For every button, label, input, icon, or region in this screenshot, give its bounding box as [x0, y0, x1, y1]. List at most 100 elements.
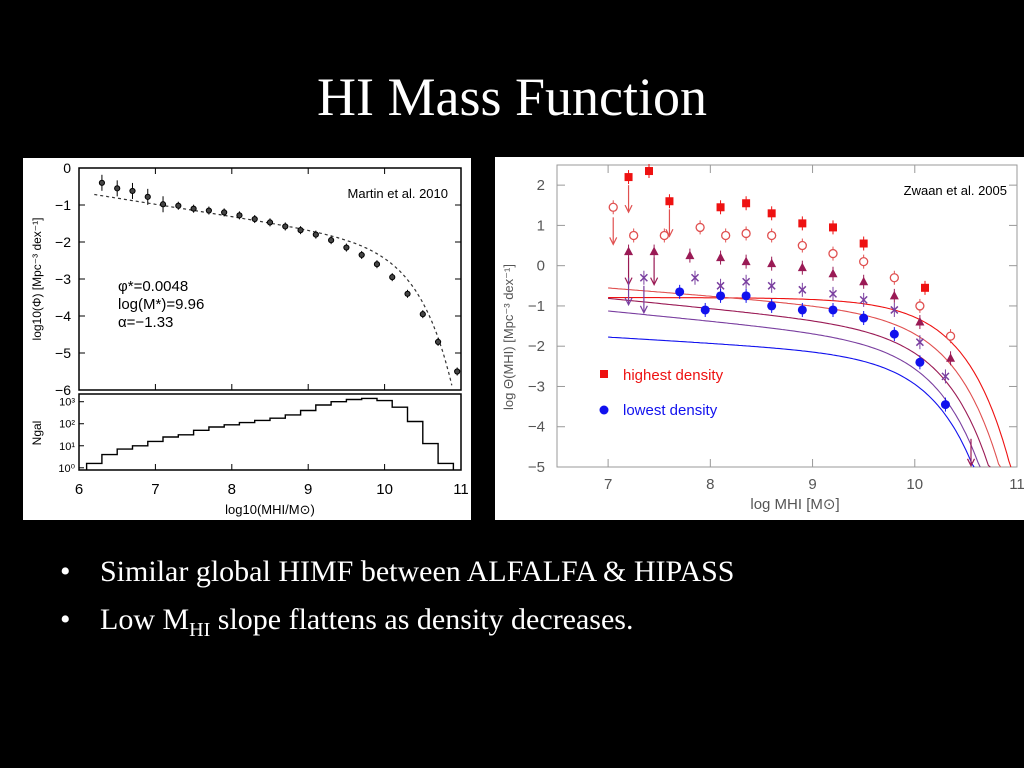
data-point [940, 400, 950, 410]
data-point [649, 246, 659, 256]
x-tick-label: 6 [75, 481, 83, 498]
fit-line [608, 336, 975, 468]
data-point [343, 244, 350, 251]
data-point [389, 274, 396, 281]
data-point [716, 203, 725, 212]
legend-label: highest density [623, 367, 724, 384]
y-tick-label: −5 [528, 459, 545, 476]
data-point [98, 179, 106, 186]
fit-line [608, 310, 981, 468]
data-point [741, 291, 751, 301]
legend-marker-lowest [599, 405, 609, 415]
data-point [859, 256, 869, 267]
martin-himf-figure: 6 7 8 9 10 11 0 −1 −2 −3 −4 −5 −6 log10(Φ) [Mpc⁻³ dex… [23, 158, 471, 520]
histogram-bars [85, 397, 455, 471]
data-point [675, 287, 685, 297]
x-tick-label: 8 [706, 476, 714, 493]
fit-line [608, 297, 991, 468]
data-point [716, 252, 726, 262]
data-point [328, 237, 335, 244]
upper-limit-arrowhead [665, 229, 674, 238]
fit-parameter-label: φ*=0.0048 [118, 278, 188, 295]
y-tick-label: 0 [63, 160, 71, 176]
data-point [690, 273, 700, 282]
bullet-text: Similar global HIMF between ALFALFA & HI… [100, 555, 735, 588]
bullet-item: • Similar global HIMF between ALFALFA & … [60, 548, 1000, 596]
data-point [915, 357, 925, 367]
data-point [941, 372, 950, 381]
y-tick-label: −1 [55, 197, 71, 213]
bullet-text-prefix: Low M [100, 603, 190, 636]
y-tick-label: 0 [537, 258, 545, 275]
data-point [221, 209, 228, 216]
data-point [889, 273, 899, 283]
data-point [859, 313, 869, 323]
data-point [767, 230, 777, 241]
data-point [915, 338, 924, 347]
y-tick-label: −2 [528, 338, 545, 355]
y-tick-label: 10¹ [59, 441, 75, 453]
data-point [829, 223, 837, 232]
zwaan-himf-figure: 7 8 9 10 11 2 1 0 −1 −2 −3 −4 −5 log MHI [M⊙] log Θ(MH… [495, 157, 1024, 520]
data-point [716, 291, 726, 301]
y-tick-label: −3 [528, 378, 545, 395]
y-tick-label: −3 [55, 271, 71, 287]
data-point [767, 281, 776, 290]
plot-frame [556, 164, 1018, 468]
data-point [721, 230, 731, 241]
data-point [798, 285, 807, 294]
data-point [624, 246, 634, 256]
citation-label: Zwaan et al. 2005 [904, 183, 1007, 198]
data-point [797, 240, 807, 251]
x-axis-label: log10(MHI/M⊙) [225, 502, 315, 517]
data-point [741, 256, 751, 266]
upper-limit-arrowhead [624, 297, 633, 307]
data-point [282, 223, 289, 230]
data-point [373, 261, 381, 268]
x-tick-label: 8 [228, 481, 236, 498]
upper-limit-arrowhead [966, 458, 976, 468]
data-point [695, 222, 705, 233]
data-point [741, 228, 751, 239]
y-tick-label: 10³ [59, 397, 75, 409]
data-point [251, 215, 258, 223]
y-tick-label: −5 [55, 345, 71, 361]
data-point [659, 230, 669, 241]
fit-line [608, 297, 1012, 468]
y-tick-label: −2 [55, 234, 71, 250]
data-point [742, 277, 751, 286]
data-point [716, 281, 725, 290]
data-point [236, 212, 243, 219]
y-tick-label: −1 [528, 298, 545, 315]
citation-label: Martin et al. 2010 [348, 186, 448, 201]
data-point [358, 251, 365, 259]
data-point [312, 231, 319, 238]
data-point [114, 185, 121, 192]
upper-limit-arrowhead [624, 204, 633, 214]
legend-label: lowest density [623, 402, 718, 419]
x-tick-label: 7 [151, 481, 159, 498]
y-tick-label: 2 [537, 177, 545, 194]
data-point [205, 207, 212, 214]
y-axis-label: Ngal [30, 421, 44, 446]
data-point [297, 227, 304, 234]
data-point [797, 262, 807, 272]
data-point [767, 209, 776, 218]
upper-limit-arrowhead [650, 277, 659, 286]
data-point [639, 273, 648, 282]
legend-marker-highest [600, 370, 608, 378]
y-tick-label: −4 [55, 308, 71, 324]
data-point [828, 289, 838, 298]
bullet-dot-icon: • [60, 603, 71, 636]
data-point [859, 295, 868, 304]
data-point [144, 193, 151, 200]
data-point [921, 283, 929, 292]
data-point [419, 311, 426, 318]
data-point [434, 338, 442, 345]
fit-parameter-label: log(M*)=9.96 [118, 296, 204, 313]
data-point [129, 187, 136, 195]
schechter-fit-line [94, 193, 453, 386]
data-point [266, 219, 274, 226]
y-tick-label: 10² [59, 419, 75, 431]
data-point [797, 305, 807, 315]
